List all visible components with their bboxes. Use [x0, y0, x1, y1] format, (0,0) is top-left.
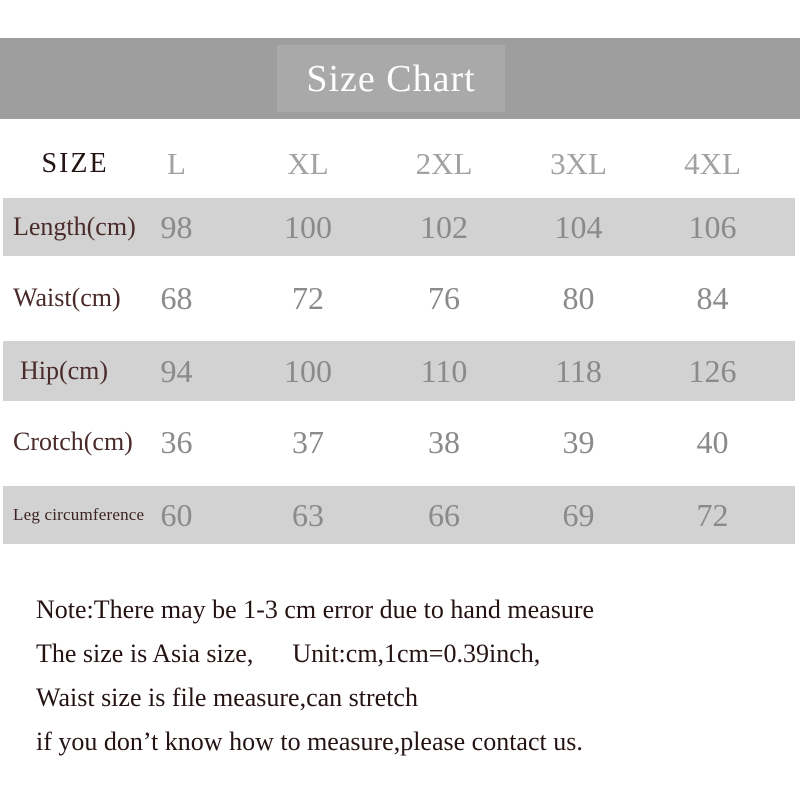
table-row-length: Length(cm) 98 100 102 104 106 [3, 198, 795, 256]
table-row-leg-circumference: Leg circumference 60 63 66 69 72 [3, 486, 795, 544]
size-value: 68 [160, 279, 193, 316]
size-value: 118 [555, 352, 602, 389]
size-value: 102 [420, 208, 468, 245]
size-value: 84 [696, 279, 729, 316]
table-row-crotch: Crotch(cm) 36 37 38 39 40 [3, 407, 795, 477]
row-label: Leg circumference [13, 505, 145, 524]
size-value: 37 [292, 423, 324, 460]
note-line-contact-us: if you don’t know how to measure,please … [36, 727, 583, 756]
size-value: 72 [696, 496, 729, 533]
table-header-row: SIZE L XL 2XL 3XL 4XL [3, 136, 795, 192]
size-value: 126 [688, 352, 737, 389]
size-value: 110 [420, 352, 468, 389]
size-value: 38 [428, 423, 460, 460]
size-value: 72 [292, 279, 324, 316]
size-value: 60 [160, 496, 193, 533]
note-line-asia-size-unit: The size is Asia size, Unit:cm,1cm=0.39i… [36, 639, 541, 668]
size-value: 39 [562, 423, 595, 460]
page-title: Size Chart [306, 57, 476, 100]
size-value: 76 [428, 279, 460, 316]
size-value: 106 [688, 208, 737, 245]
column-header-3xl: 3XL [550, 146, 607, 181]
note-line-measure-error: Note:There may be 1-3 cm error due to ha… [36, 595, 595, 624]
column-header-4xl: 4XL [684, 146, 741, 181]
notes-section: Note:There may be 1-3 cm error due to ha… [36, 588, 776, 764]
size-value: 100 [284, 352, 332, 389]
table-row-waist: Waist(cm) 68 72 76 80 84 [3, 263, 795, 333]
size-chart-banner-inner: Size Chart [277, 45, 505, 112]
row-label: Hip(cm) [19, 356, 109, 385]
size-chart-banner: Size Chart [0, 38, 800, 119]
column-header-xl: XL [287, 146, 329, 181]
size-value: 69 [562, 496, 595, 533]
size-value: 104 [554, 208, 603, 245]
column-header-2xl: 2XL [415, 146, 473, 181]
column-header-l: L [167, 146, 186, 181]
size-value: 98 [160, 208, 193, 245]
note-line-waist-stretch: Waist size is file measure,can stretch [36, 683, 418, 712]
table-row-hip: Hip(cm) 94 100 110 118 126 [3, 341, 795, 401]
row-label: Crotch(cm) [13, 427, 133, 456]
size-value: 66 [428, 496, 460, 533]
size-value: 63 [292, 496, 324, 533]
size-value: 80 [562, 279, 595, 316]
size-value: 94 [160, 352, 193, 389]
row-label: Length(cm) [13, 212, 136, 241]
size-value: 100 [284, 208, 332, 245]
column-header-size: SIZE [41, 148, 109, 179]
size-value: 36 [160, 423, 193, 460]
size-value: 40 [696, 423, 729, 460]
row-label: Waist(cm) [13, 283, 121, 312]
